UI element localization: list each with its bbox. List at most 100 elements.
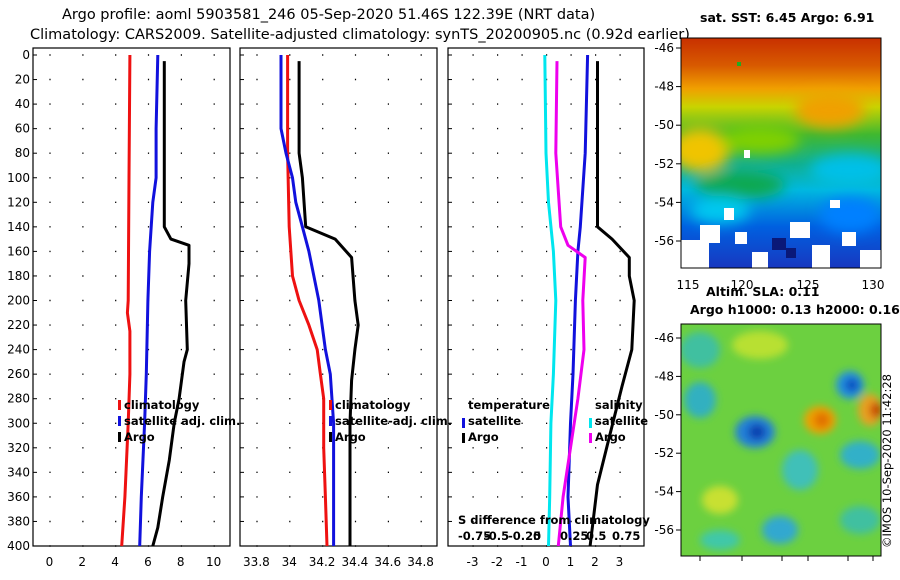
x-tick-label: 0 (542, 555, 550, 569)
legend-swatch-sal-satellite (589, 418, 592, 428)
x-tick-label: 34.2 (309, 555, 336, 569)
series-line-temperature-argo (588, 61, 636, 547)
series-line-satellite-adj-clim- (138, 54, 160, 547)
temperature-panel: 0 2 4 6 8 10 (32, 47, 231, 569)
x-tick-label: 1 (567, 555, 575, 569)
sst-map-frame (680, 37, 882, 269)
sla-map-title-2: Argo h1000: 0.13 h2000: 0.16 (690, 302, 900, 317)
depth-tick-label: 40 (15, 97, 30, 111)
legend-label-climatology: climatology (124, 398, 200, 412)
caption-tick-label: 0.75 (612, 529, 640, 543)
sla-map-axes: -46 -48 -50 -52 -54 -56 (654, 331, 874, 561)
depth-tick-label: 0 (22, 48, 30, 62)
sst-map-title: sat. SST: 6.45 Argo: 6.91 (700, 10, 874, 25)
title-line-2: Climatology: CARS2009. Satellite-adjuste… (30, 27, 690, 43)
legend-swatch-argo (118, 432, 121, 442)
difference-caption: S difference from climatology (458, 513, 650, 527)
legend-title-salinity: salinity (595, 398, 643, 412)
x-tick-label: -1 (516, 555, 528, 569)
depth-tick-label: 120 (7, 195, 30, 209)
legend-label-climatology: climatology (335, 398, 411, 412)
sla-lat-label: -48 (654, 369, 674, 383)
legend-label-temp-satellite: satellite (468, 414, 521, 428)
depth-axis: 0 20 40 60 80 100 120 140 160 180 200 220 240 260 280 3… (7, 48, 30, 553)
series-line-climatology (120, 54, 132, 547)
caption-tick-label: -0.25 (508, 529, 541, 543)
salinity-panel-frame (239, 47, 438, 547)
x-tick-label: 34.6 (374, 555, 401, 569)
legend-label-argo: Argo (124, 430, 155, 444)
legend-swatch-temp-satellite (462, 418, 465, 428)
x-tick-label: 8 (177, 555, 185, 569)
depth-tick-label: 320 (7, 441, 30, 455)
sla-lat-label: -46 (654, 331, 674, 345)
grid (472, 54, 621, 547)
x-tick-label: -3 (467, 555, 479, 569)
sst-lon-label: 115 (677, 278, 700, 292)
series-line-salinity-argo (554, 61, 587, 547)
caption-tick-label: -0.5 (484, 529, 509, 543)
sst-lon-label: 120 (731, 278, 754, 292)
grid-dots (472, 54, 621, 547)
legend-swatch-satellite (329, 416, 332, 426)
depth-tick-label: 100 (7, 171, 30, 185)
series-line-argo (151, 61, 191, 547)
series-line-satellite-adj-clim- (279, 55, 336, 546)
legend-swatch-temp-argo (462, 433, 465, 443)
sst-lat-label: -54 (654, 195, 674, 209)
sst-lon-label: 125 (797, 278, 820, 292)
legend-label-satellite: satellite-adj. clim. (335, 414, 452, 428)
x-tick-label: 10 (206, 555, 221, 569)
depth-tick-label: 340 (7, 465, 30, 479)
caption-tick-label: -0.75 (458, 529, 491, 543)
x-tick-label: 4 (111, 555, 119, 569)
legend-label-sal-satellite: satellite (595, 414, 648, 428)
depth-tick-label: 60 (15, 122, 30, 136)
x-tick-label: 2 (78, 555, 86, 569)
sla-lat-label: -54 (654, 485, 674, 499)
depth-tick-label: 400 (7, 539, 30, 553)
legend-label-argo: Argo (335, 430, 366, 444)
legend-swatch-sal-argo (589, 433, 592, 443)
sst-map: 115 120 125 130 -46 -48 -50 -52 -54 -56 (654, 37, 884, 292)
sst-map-axes: 115 120 125 130 -46 -48 -50 -52 -54 -56 (654, 41, 884, 292)
caption-tick-label: 0 (533, 529, 541, 543)
x-tick-label: 3 (616, 555, 624, 569)
sst-lat-label: -50 (654, 118, 674, 132)
depth-tick-label: 380 (7, 514, 30, 528)
difference-legend: temperature satellite Argo salinity sate… (458, 398, 650, 543)
difference-panel: -3 -2 -1 0 1 2 3 (447, 47, 645, 569)
legend-swatch-satellite (118, 416, 121, 426)
temperature-legend: climatology satellite adj. clim. Argo (118, 398, 240, 444)
series-line-salinity-satellite (543, 54, 558, 547)
x-tick-label: 33.8 (243, 555, 270, 569)
series-line-argo (297, 61, 360, 546)
x-tick-label: 0 (46, 555, 54, 569)
x-tick-label: 34.8 (407, 555, 434, 569)
legend-label-sal-argo: Argo (595, 430, 626, 444)
legend-label-temp-argo: Argo (468, 430, 499, 444)
legend-title-temperature: temperature (468, 398, 550, 412)
depth-tick-label: 220 (7, 318, 30, 332)
depth-tick-label: 280 (7, 392, 30, 406)
x-tick-label: 6 (144, 555, 152, 569)
grid-dots (49, 54, 215, 547)
depth-tick-label: 80 (15, 146, 30, 160)
depth-tick-label: 200 (7, 294, 30, 308)
caption-tick-label: 0.5 (586, 529, 606, 543)
temperature-panel-frame (32, 47, 231, 547)
sst-lat-label: -52 (654, 157, 674, 171)
grid (49, 54, 215, 547)
depth-tick-label: 140 (7, 220, 30, 234)
caption-tick-labels: -0.75-0.5-0.250 0.250.5 0.75 (458, 529, 640, 543)
depth-tick-label: 160 (7, 244, 30, 258)
depth-tick-label: 300 (7, 416, 30, 430)
series-line-temperature-satellite (566, 54, 590, 547)
caption-tick-label: 0.25 (560, 529, 588, 543)
x-tick-label: 34 (282, 555, 297, 569)
legend-label-satellite: satellite adj. clim. (124, 414, 240, 428)
sla-lat-label: -52 (654, 446, 674, 460)
legend-swatch-climatology (329, 400, 332, 410)
sla-lat-label: -50 (654, 408, 674, 422)
